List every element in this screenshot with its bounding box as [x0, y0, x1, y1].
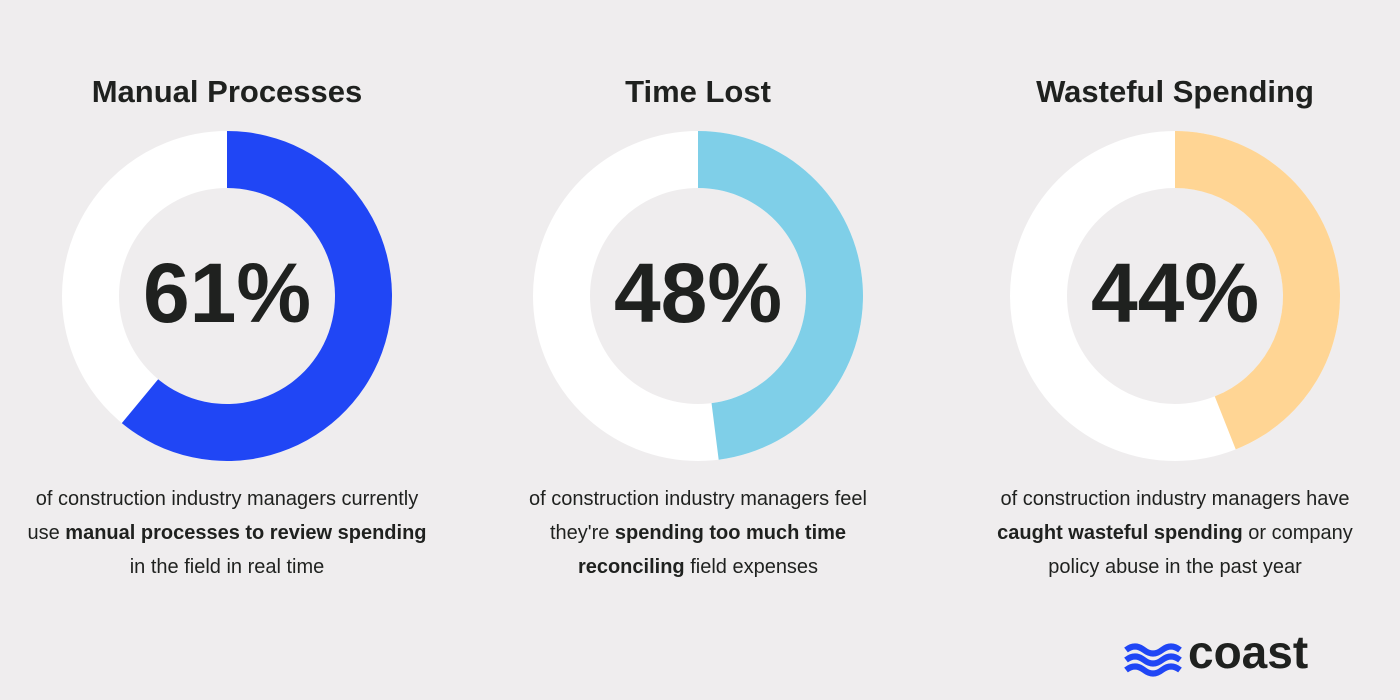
caption-text: of construction industry managers curren… [27, 488, 419, 544]
caption-text: in the field in real time [129, 556, 325, 578]
caption-text: field expenses [684, 556, 819, 578]
caption: of construction industry managers feel t… [498, 482, 898, 584]
caption-emphasis: caught wasteful spending [997, 522, 1243, 544]
donut-segment [698, 131, 863, 460]
value-label: 44% [1091, 246, 1259, 340]
chart-title: Wasteful Spending [1036, 74, 1314, 109]
caption-text: of construction industry managers feel t… [529, 488, 867, 544]
value-label: 48% [614, 246, 782, 340]
caption-text: or company policy abuse in the past year [1048, 522, 1353, 578]
caption-text: of construction industry managers have [1000, 488, 1350, 510]
chart-title: Manual Processes [92, 74, 363, 109]
chart-title: Time Lost [625, 74, 771, 109]
donut-segment [121, 131, 393, 461]
donut-segment [1175, 131, 1340, 450]
logo-text: coast [1188, 626, 1308, 678]
caption: of construction industry managers curren… [27, 482, 427, 584]
caption: of construction industry managers have c… [975, 482, 1375, 584]
caption-emphasis: spending too much time reconciling [577, 522, 847, 578]
logo-mark [1124, 643, 1182, 677]
value-label: 61% [143, 246, 311, 340]
caption-emphasis: manual processes to review spending [65, 522, 427, 544]
